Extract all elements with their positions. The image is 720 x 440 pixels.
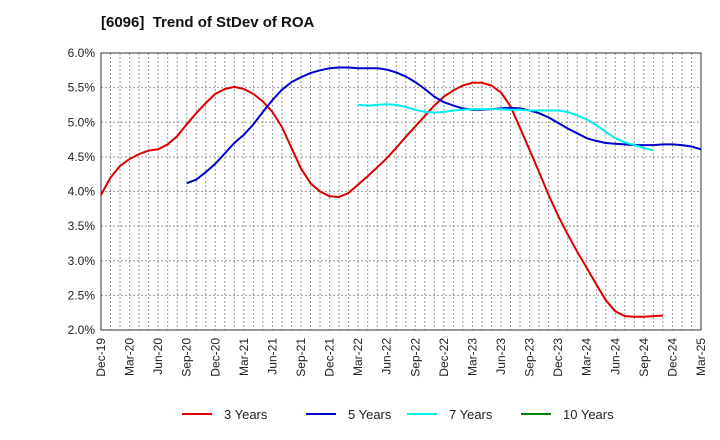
x-tick-label: Mar-20: [123, 338, 137, 376]
x-tick-label: Dec-22: [437, 338, 451, 377]
legend-label: 7 Years: [449, 407, 493, 422]
series-line-5-years: [186, 66, 702, 185]
legend-label: 10 Years: [563, 407, 614, 422]
series-line-3-years: [100, 81, 663, 318]
y-tick-label: 6.0%: [68, 46, 96, 60]
x-tick-label: Sep-22: [408, 338, 422, 377]
x-tick-label: Jun-24: [608, 338, 622, 375]
x-tick-label: Mar-21: [237, 338, 251, 376]
y-tick-labels: 6.0% 5.5% 5.0% 4.5% 4.0% 3.5% 3.0% 2.5% 2.0%: [68, 46, 96, 337]
y-tick-label: 4.5%: [68, 150, 96, 164]
y-tick-label: 3.0%: [68, 254, 96, 268]
x-tick-label: Sep-21: [294, 338, 308, 377]
legend-label: 5 Years: [348, 407, 392, 422]
x-tick-label: Mar-22: [351, 338, 365, 376]
plot-frame: [100, 52, 702, 331]
x-tick-label: Sep-24: [637, 338, 651, 377]
legend: 3 Years 5 Years 7 Years 10 Years: [182, 407, 614, 422]
y-tick-label: 2.5%: [68, 288, 96, 302]
y-tick-label: 3.5%: [68, 219, 96, 233]
x-tick-label: Mar-23: [465, 338, 479, 376]
x-tick-label: Jun-23: [494, 338, 508, 375]
y-tick-label: 2.0%: [68, 323, 96, 337]
x-tick-label: Jun-21: [265, 338, 279, 375]
chart-title: [6096] Trend of StDev of ROA: [101, 14, 315, 31]
x-tick-label: Dec-24: [665, 338, 679, 377]
x-tick-label: Sep-20: [180, 338, 194, 377]
grid-lines: [100, 52, 702, 331]
legend-label: 3 Years: [224, 407, 268, 422]
x-tick-label: Jun-20: [151, 338, 165, 375]
y-tick-label: 5.5%: [68, 81, 96, 95]
x-tick-label: Jun-22: [380, 338, 394, 375]
x-tick-label: Sep-23: [523, 338, 537, 377]
y-tick-label: 4.0%: [68, 185, 96, 199]
x-tick-label: Mar-24: [580, 338, 594, 376]
x-tick-label: Dec-23: [551, 338, 565, 377]
axes: [100, 52, 702, 331]
x-tick-label: Dec-19: [94, 338, 108, 377]
x-tick-labels: Dec-19 Mar-20 Jun-20 Sep-20 Dec-20 Mar-21 Jun-…: [94, 338, 708, 377]
x-tick-label: Mar-25: [694, 338, 708, 376]
y-tick-label: 5.0%: [68, 115, 96, 129]
x-tick-label: Dec-21: [323, 338, 337, 377]
series-line-7-years: [358, 103, 654, 152]
series-lines: [100, 66, 702, 318]
x-tick-label: Dec-20: [208, 338, 222, 377]
